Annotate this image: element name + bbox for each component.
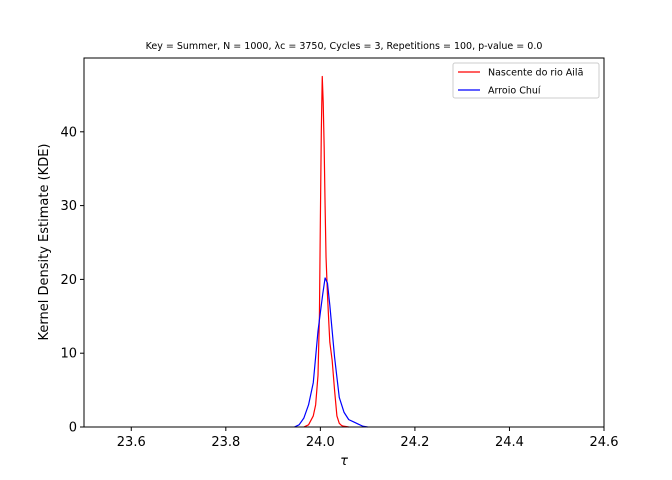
y-tick-label: 10 bbox=[60, 347, 77, 362]
y-axis-label: Kernel Density Estimate (KDE) bbox=[37, 144, 52, 341]
x-tick-label: 24.0 bbox=[306, 435, 335, 450]
x-tick-label: 24.4 bbox=[495, 435, 524, 450]
plot-frame bbox=[83, 57, 605, 428]
y-tick-label: 20 bbox=[60, 273, 77, 288]
legend-label: Arroio Chuí bbox=[488, 86, 541, 97]
x-tick-label: 24.2 bbox=[400, 435, 429, 450]
x-tick-label: 23.8 bbox=[211, 435, 240, 450]
legend-label: Nascente do rio Ailã bbox=[488, 68, 583, 79]
legend-frame bbox=[452, 62, 600, 99]
legend: Nascente do rio Ailã Arroio Chuí bbox=[452, 62, 600, 99]
x-tick-label: 23.6 bbox=[117, 435, 146, 450]
plot-area bbox=[294, 75, 368, 428]
y-tick-label: 0 bbox=[69, 421, 77, 436]
series-line-2 bbox=[294, 277, 368, 428]
x-axis: 23.6 23.8 24.0 24.2 24.4 24.6 bbox=[117, 427, 619, 450]
y-tick-label: 30 bbox=[60, 199, 77, 214]
chart-title: Key = Summer, N = 1000, λᴄ = 3750, Cycle… bbox=[146, 41, 543, 52]
y-tick-label: 40 bbox=[60, 125, 77, 140]
series-line-1 bbox=[303, 75, 349, 428]
x-axis-label: τ bbox=[340, 454, 348, 469]
y-axis: 0 10 20 30 40 bbox=[60, 125, 84, 436]
x-tick-label: 24.6 bbox=[590, 435, 619, 450]
